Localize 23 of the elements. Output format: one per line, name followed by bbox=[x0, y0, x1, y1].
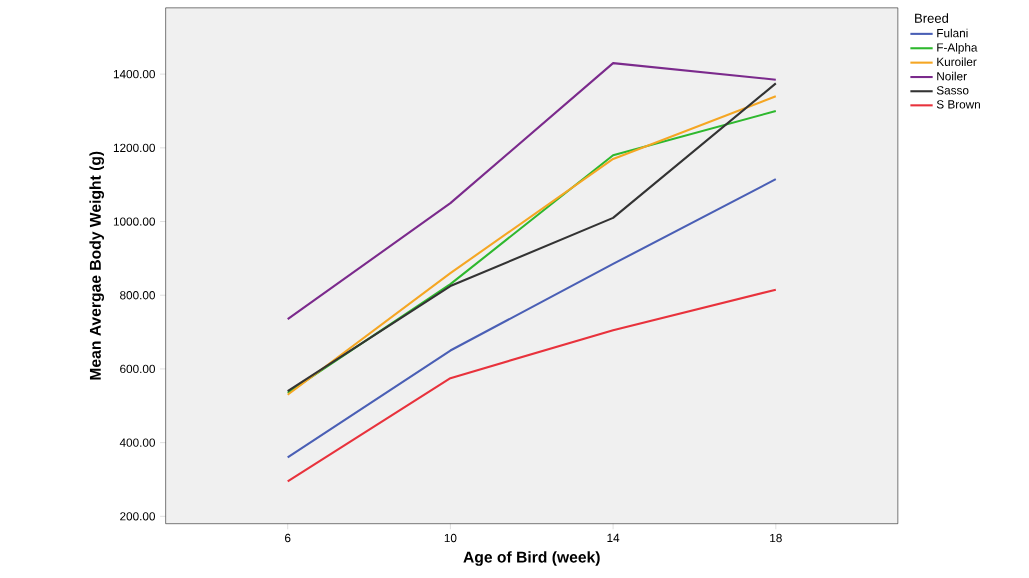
y-axis-title: Mean Avergae Body Weight (g) bbox=[89, 151, 105, 380]
x-tick-label: 18 bbox=[770, 534, 782, 543]
x-tick-label: 14 bbox=[607, 534, 620, 543]
legend-label: Kuroiler bbox=[937, 57, 977, 67]
legend-label: S Brown bbox=[936, 100, 980, 109]
x-axis-title: Age of Bird (week) bbox=[463, 551, 600, 567]
legend-title: Breed bbox=[915, 13, 949, 24]
x-tick-label: 10 bbox=[444, 534, 457, 543]
legend-label: Sasso bbox=[936, 86, 969, 95]
line-series bbox=[286, 288, 777, 483]
legend-label: F-Alpha bbox=[937, 43, 978, 55]
y-tick-label: 200.00 bbox=[120, 512, 156, 521]
legend-label: Fulani bbox=[937, 28, 968, 38]
x-tick-label: 6 bbox=[285, 534, 291, 543]
line-series bbox=[286, 178, 777, 459]
y-tick-label: 800.00 bbox=[120, 291, 156, 300]
y-tick-label: 1400.00 bbox=[113, 70, 156, 79]
y-tick-label: 1000.00 bbox=[113, 217, 156, 226]
y-tick-label: 400.00 bbox=[119, 438, 156, 448]
y-tick-label: 600.00 bbox=[120, 365, 156, 374]
y-tick-label: 1200.00 bbox=[113, 143, 156, 153]
line-series bbox=[286, 62, 777, 321]
legend-label: Noiler bbox=[937, 72, 967, 81]
